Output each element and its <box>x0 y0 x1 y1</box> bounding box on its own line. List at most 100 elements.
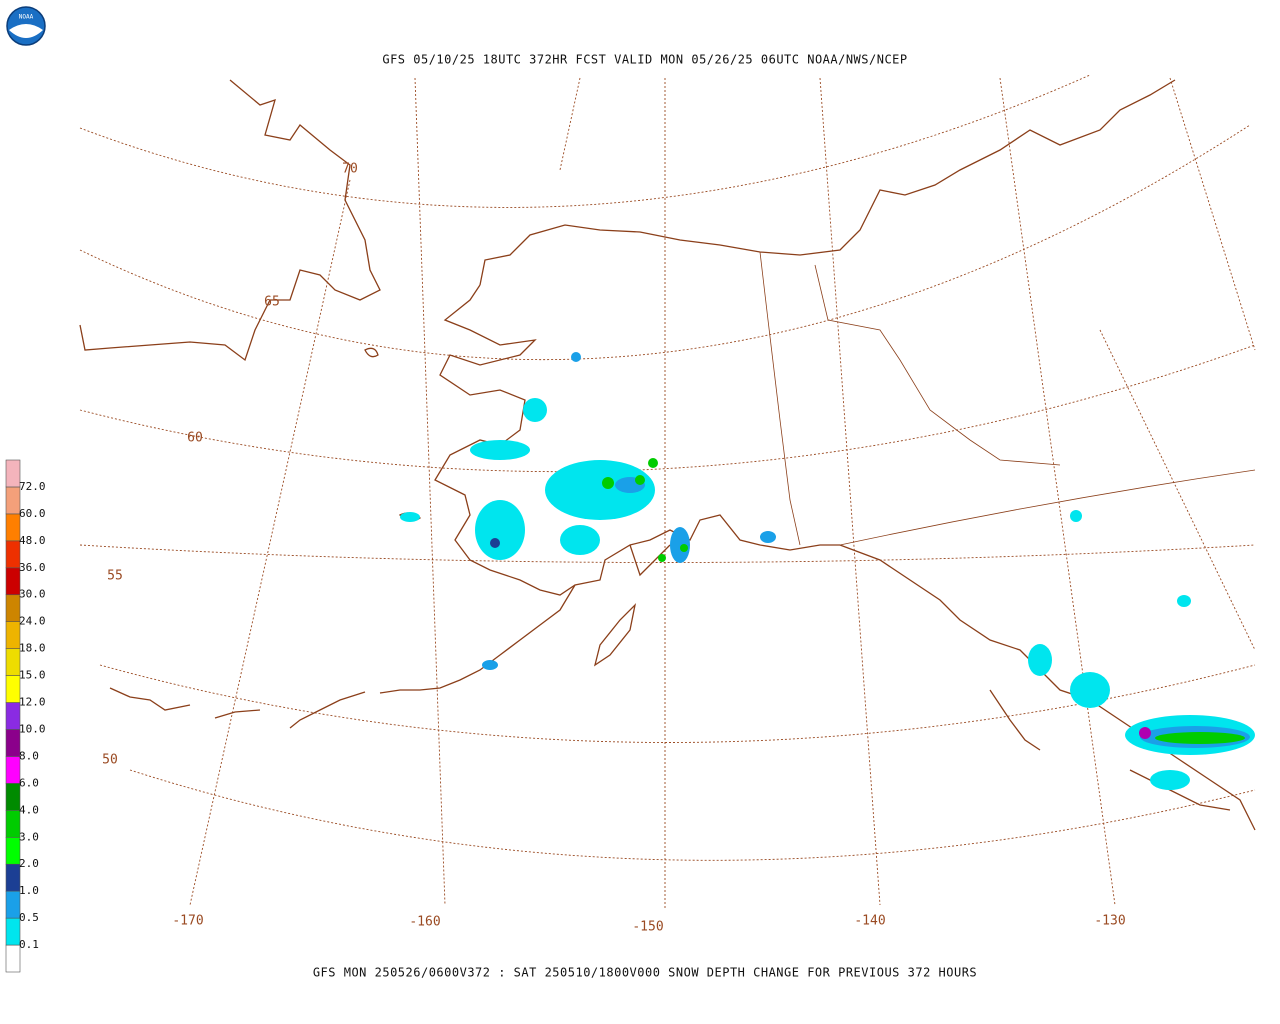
latitude-label: 55 <box>107 569 123 584</box>
legend-label: 60.0 <box>19 507 46 520</box>
latitude-label: 70 <box>342 162 358 177</box>
snow-area <box>1177 595 1191 607</box>
legend-swatch <box>5 486 21 515</box>
legend-label: 2.0 <box>19 857 39 870</box>
snow-area <box>571 352 581 362</box>
latitude-label: 50 <box>102 753 118 768</box>
legend-label: 0.5 <box>19 911 39 924</box>
legend-swatch <box>5 621 21 649</box>
map-title: GFS 05/10/25 18UTC 372HR FCST VALID MON … <box>382 53 907 67</box>
graticule-labels: 70 65 60 55 50 -170 -160 -150 -140 -130 <box>102 162 1125 935</box>
snow-area <box>1155 732 1245 744</box>
latitude-label: 65 <box>264 295 280 310</box>
coast <box>109 687 191 711</box>
map-caption: GFS MON 250526/0600V372 : SAT 250510/180… <box>313 966 977 980</box>
parallel <box>79 344 1256 473</box>
snow-area <box>658 554 666 562</box>
meridian <box>189 179 351 906</box>
coast <box>434 284 840 596</box>
legend-label: 36.0 <box>19 561 46 574</box>
legend-label: 18.0 <box>19 642 46 655</box>
legend-label: 6.0 <box>19 776 39 789</box>
snow-area <box>475 500 525 560</box>
coast <box>989 689 1041 751</box>
snow-area <box>1150 770 1190 790</box>
legend-swatch <box>5 944 21 973</box>
legend: 0.1 0.5 1.0 2.0 3.0 4.0 6.0 8.0 10.0 12.0 15.0 18.0… <box>5 459 46 973</box>
logo-text: NOAA <box>19 14 34 21</box>
legend-label: 30.0 <box>19 588 46 601</box>
legend-swatch <box>5 459 21 488</box>
legend-swatch <box>5 783 21 811</box>
legend-swatch <box>5 836 21 865</box>
snow-area <box>670 527 690 563</box>
longitude-label: -160 <box>409 915 440 930</box>
border <box>839 469 1256 546</box>
parallel <box>79 74 1091 208</box>
snow-area <box>490 538 500 548</box>
legend-label: 24.0 <box>19 615 46 628</box>
parallel <box>79 124 1251 360</box>
legend-swatch <box>5 594 21 622</box>
legend-swatch <box>5 675 21 703</box>
snow-depth-shading <box>400 352 1255 790</box>
coast <box>629 544 671 577</box>
coast <box>593 603 637 667</box>
legend-label: 10.0 <box>19 722 46 735</box>
legend-swatch <box>5 810 21 838</box>
meridian <box>414 77 446 906</box>
snow-area <box>1070 672 1110 708</box>
meridian <box>1099 329 1256 651</box>
coast <box>79 79 381 362</box>
logo: NOAA <box>6 6 46 46</box>
snow-area <box>1070 510 1082 522</box>
graticule <box>79 74 1256 910</box>
parallel <box>129 769 1256 861</box>
parallel <box>79 544 1256 563</box>
snow-area <box>648 458 658 468</box>
borders <box>759 251 1256 546</box>
meridian <box>999 77 1116 906</box>
meridian <box>819 77 881 906</box>
longitude-label: -130 <box>1094 914 1125 929</box>
legend-label: 0.1 <box>19 938 39 951</box>
coast <box>289 691 366 729</box>
legend-label: 15.0 <box>19 669 46 682</box>
coast <box>479 79 1176 286</box>
legend-swatch <box>5 729 21 757</box>
legend-label: 8.0 <box>19 749 39 762</box>
snow-area <box>400 512 420 522</box>
legend-swatch <box>5 917 21 946</box>
legend-swatch <box>5 890 21 919</box>
meridian <box>1169 77 1256 351</box>
legend-swatch <box>5 540 21 569</box>
coast <box>379 584 576 694</box>
snow-area <box>523 398 547 422</box>
legend-swatch <box>5 863 21 892</box>
legend-label: 4.0 <box>19 803 39 816</box>
logo-bird <box>9 24 43 38</box>
legend-swatch <box>5 513 21 542</box>
border <box>814 264 1061 466</box>
legend-swatch <box>5 567 21 596</box>
snow-area <box>1139 727 1151 739</box>
snow-area <box>760 531 776 543</box>
legend-label: 72.0 <box>19 480 46 493</box>
coast <box>364 347 379 358</box>
legend-label: 48.0 <box>19 534 46 547</box>
legend-label: 1.0 <box>19 884 39 897</box>
legend-swatch <box>5 648 21 676</box>
coastlines <box>79 79 1256 831</box>
snow-area <box>602 477 614 489</box>
legend-label: 12.0 <box>19 696 46 709</box>
coast <box>839 544 1256 831</box>
longitude-label: -150 <box>632 920 663 935</box>
legend-label: 3.0 <box>19 830 39 843</box>
longitude-label: -140 <box>854 914 885 929</box>
snow-area <box>680 544 688 552</box>
legend-swatch <box>5 702 21 730</box>
snow-area <box>1028 644 1052 676</box>
meridian <box>559 77 581 171</box>
